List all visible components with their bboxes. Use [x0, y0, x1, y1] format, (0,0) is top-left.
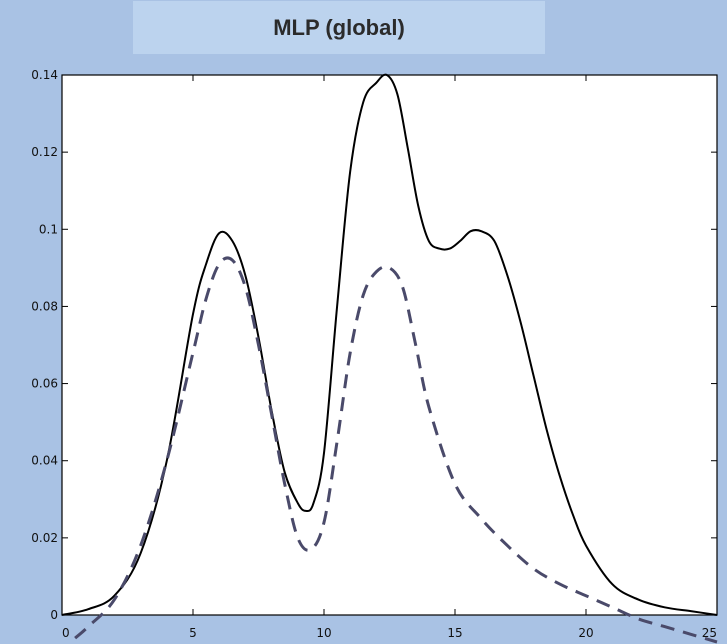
chart-title: MLP (global)	[273, 14, 405, 40]
x-tick-label: 15	[447, 626, 462, 640]
series-line-solid	[62, 73, 718, 616]
y-tick-label: 0.08	[31, 299, 58, 313]
x-tick-label: 25	[702, 626, 717, 640]
y-tick-label: 0	[50, 608, 58, 622]
x-tick-label: 0	[62, 626, 70, 640]
y-tick-label: 0.04	[31, 454, 58, 468]
axes	[61, 74, 718, 616]
y-tick-label: 0.1	[39, 222, 58, 236]
title-banner: MLP (global)	[133, 1, 545, 54]
y-tick-label: 0.06	[31, 377, 58, 391]
x-tick-label: 10	[316, 626, 331, 640]
plot-background	[62, 75, 717, 615]
y-tick-label: 0.02	[31, 531, 58, 545]
y-tick-label: 0.12	[31, 145, 58, 159]
series-line-dashed	[74, 256, 718, 644]
plot-frame	[61, 74, 718, 616]
tick-labels: 0 0.02 0.04 0.06 0.08 0.1 0.12 0.14 0 5 10 15 20 25	[31, 68, 717, 640]
x-tick-label: 20	[578, 626, 593, 640]
y-tick-label: 0.14	[31, 68, 58, 82]
x-tick-label: 5	[189, 626, 197, 640]
series-layer	[62, 73, 718, 644]
